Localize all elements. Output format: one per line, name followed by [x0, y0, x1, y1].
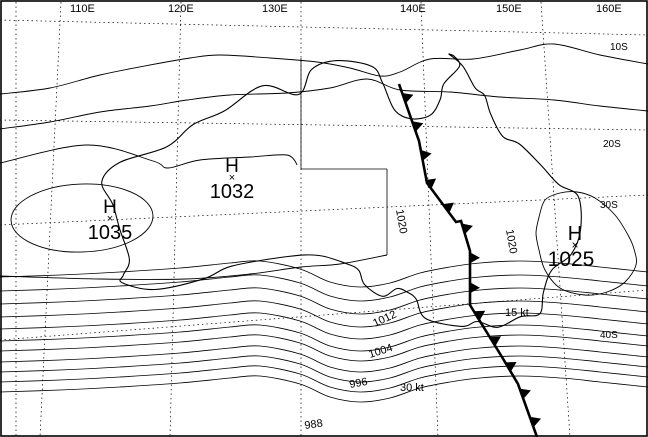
svg-text:110E: 110E	[70, 3, 95, 15]
svg-text:1035: 1035	[88, 222, 133, 244]
svg-text:160E: 160E	[596, 3, 622, 15]
svg-text:10S: 10S	[610, 42, 628, 53]
svg-text:30 kt: 30 kt	[400, 382, 424, 394]
svg-text:120E: 120E	[168, 3, 194, 15]
svg-text:1025: 1025	[548, 248, 595, 271]
svg-text:1032: 1032	[210, 181, 255, 203]
svg-text:20S: 20S	[603, 139, 621, 150]
svg-text:988: 988	[304, 418, 324, 432]
svg-text:130E: 130E	[262, 3, 288, 15]
svg-text:150E: 150E	[496, 3, 522, 15]
svg-text:140E: 140E	[400, 3, 426, 15]
svg-text:15 kt: 15 kt	[505, 307, 529, 319]
